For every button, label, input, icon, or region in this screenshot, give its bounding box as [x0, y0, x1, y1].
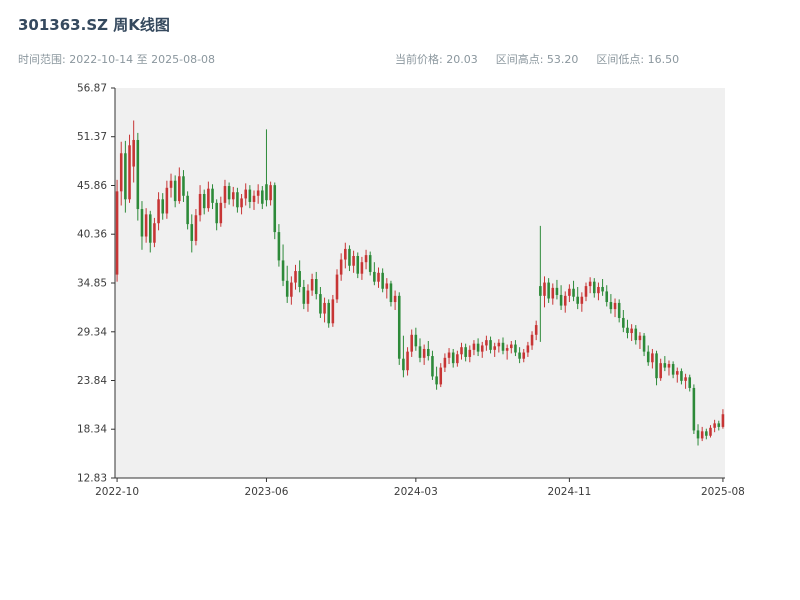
svg-text:23.84: 23.84: [77, 375, 107, 387]
svg-text:2022-10: 2022-10: [95, 486, 139, 498]
date-range-text: 时间范围: 2022-10-14 至 2025-08-08: [18, 53, 216, 66]
svg-text:56.87: 56.87: [77, 83, 107, 95]
svg-text:45.86: 45.86: [77, 180, 107, 192]
svg-text:2024-11: 2024-11: [547, 486, 591, 498]
svg-text:18.34: 18.34: [77, 424, 107, 436]
range-high-text: 区间高点: 53.20: [495, 53, 579, 66]
svg-text:29.34: 29.34: [77, 326, 107, 338]
candlestick-chart: 12.83 18.34 23.84 29.34 34.85 40.36 45.86 51.37…: [77, 83, 745, 499]
svg-text:51.37: 51.37: [77, 131, 107, 143]
subtitle-row: 时间范围: 2022-10-14 至 2025-08-08 当前价格: 20.0…: [0, 51, 800, 67]
svg-text:2025-08: 2025-08: [701, 486, 745, 498]
svg-text:40.36: 40.36: [77, 229, 107, 241]
svg-text:12.83: 12.83: [77, 473, 107, 485]
svg-text:2024-03: 2024-03: [394, 486, 438, 498]
current-price-text: 当前价格: 20.03: [395, 53, 478, 66]
svg-text:34.85: 34.85: [77, 278, 107, 290]
range-low-text: 区间低点: 16.50: [596, 53, 680, 66]
price-stats: 当前价格: 20.03 区间高点: 53.20 区间低点: 16.50: [395, 51, 679, 67]
page-title: 301363.SZ 周K线图: [18, 16, 170, 34]
svg-text:2023-06: 2023-06: [245, 486, 289, 498]
